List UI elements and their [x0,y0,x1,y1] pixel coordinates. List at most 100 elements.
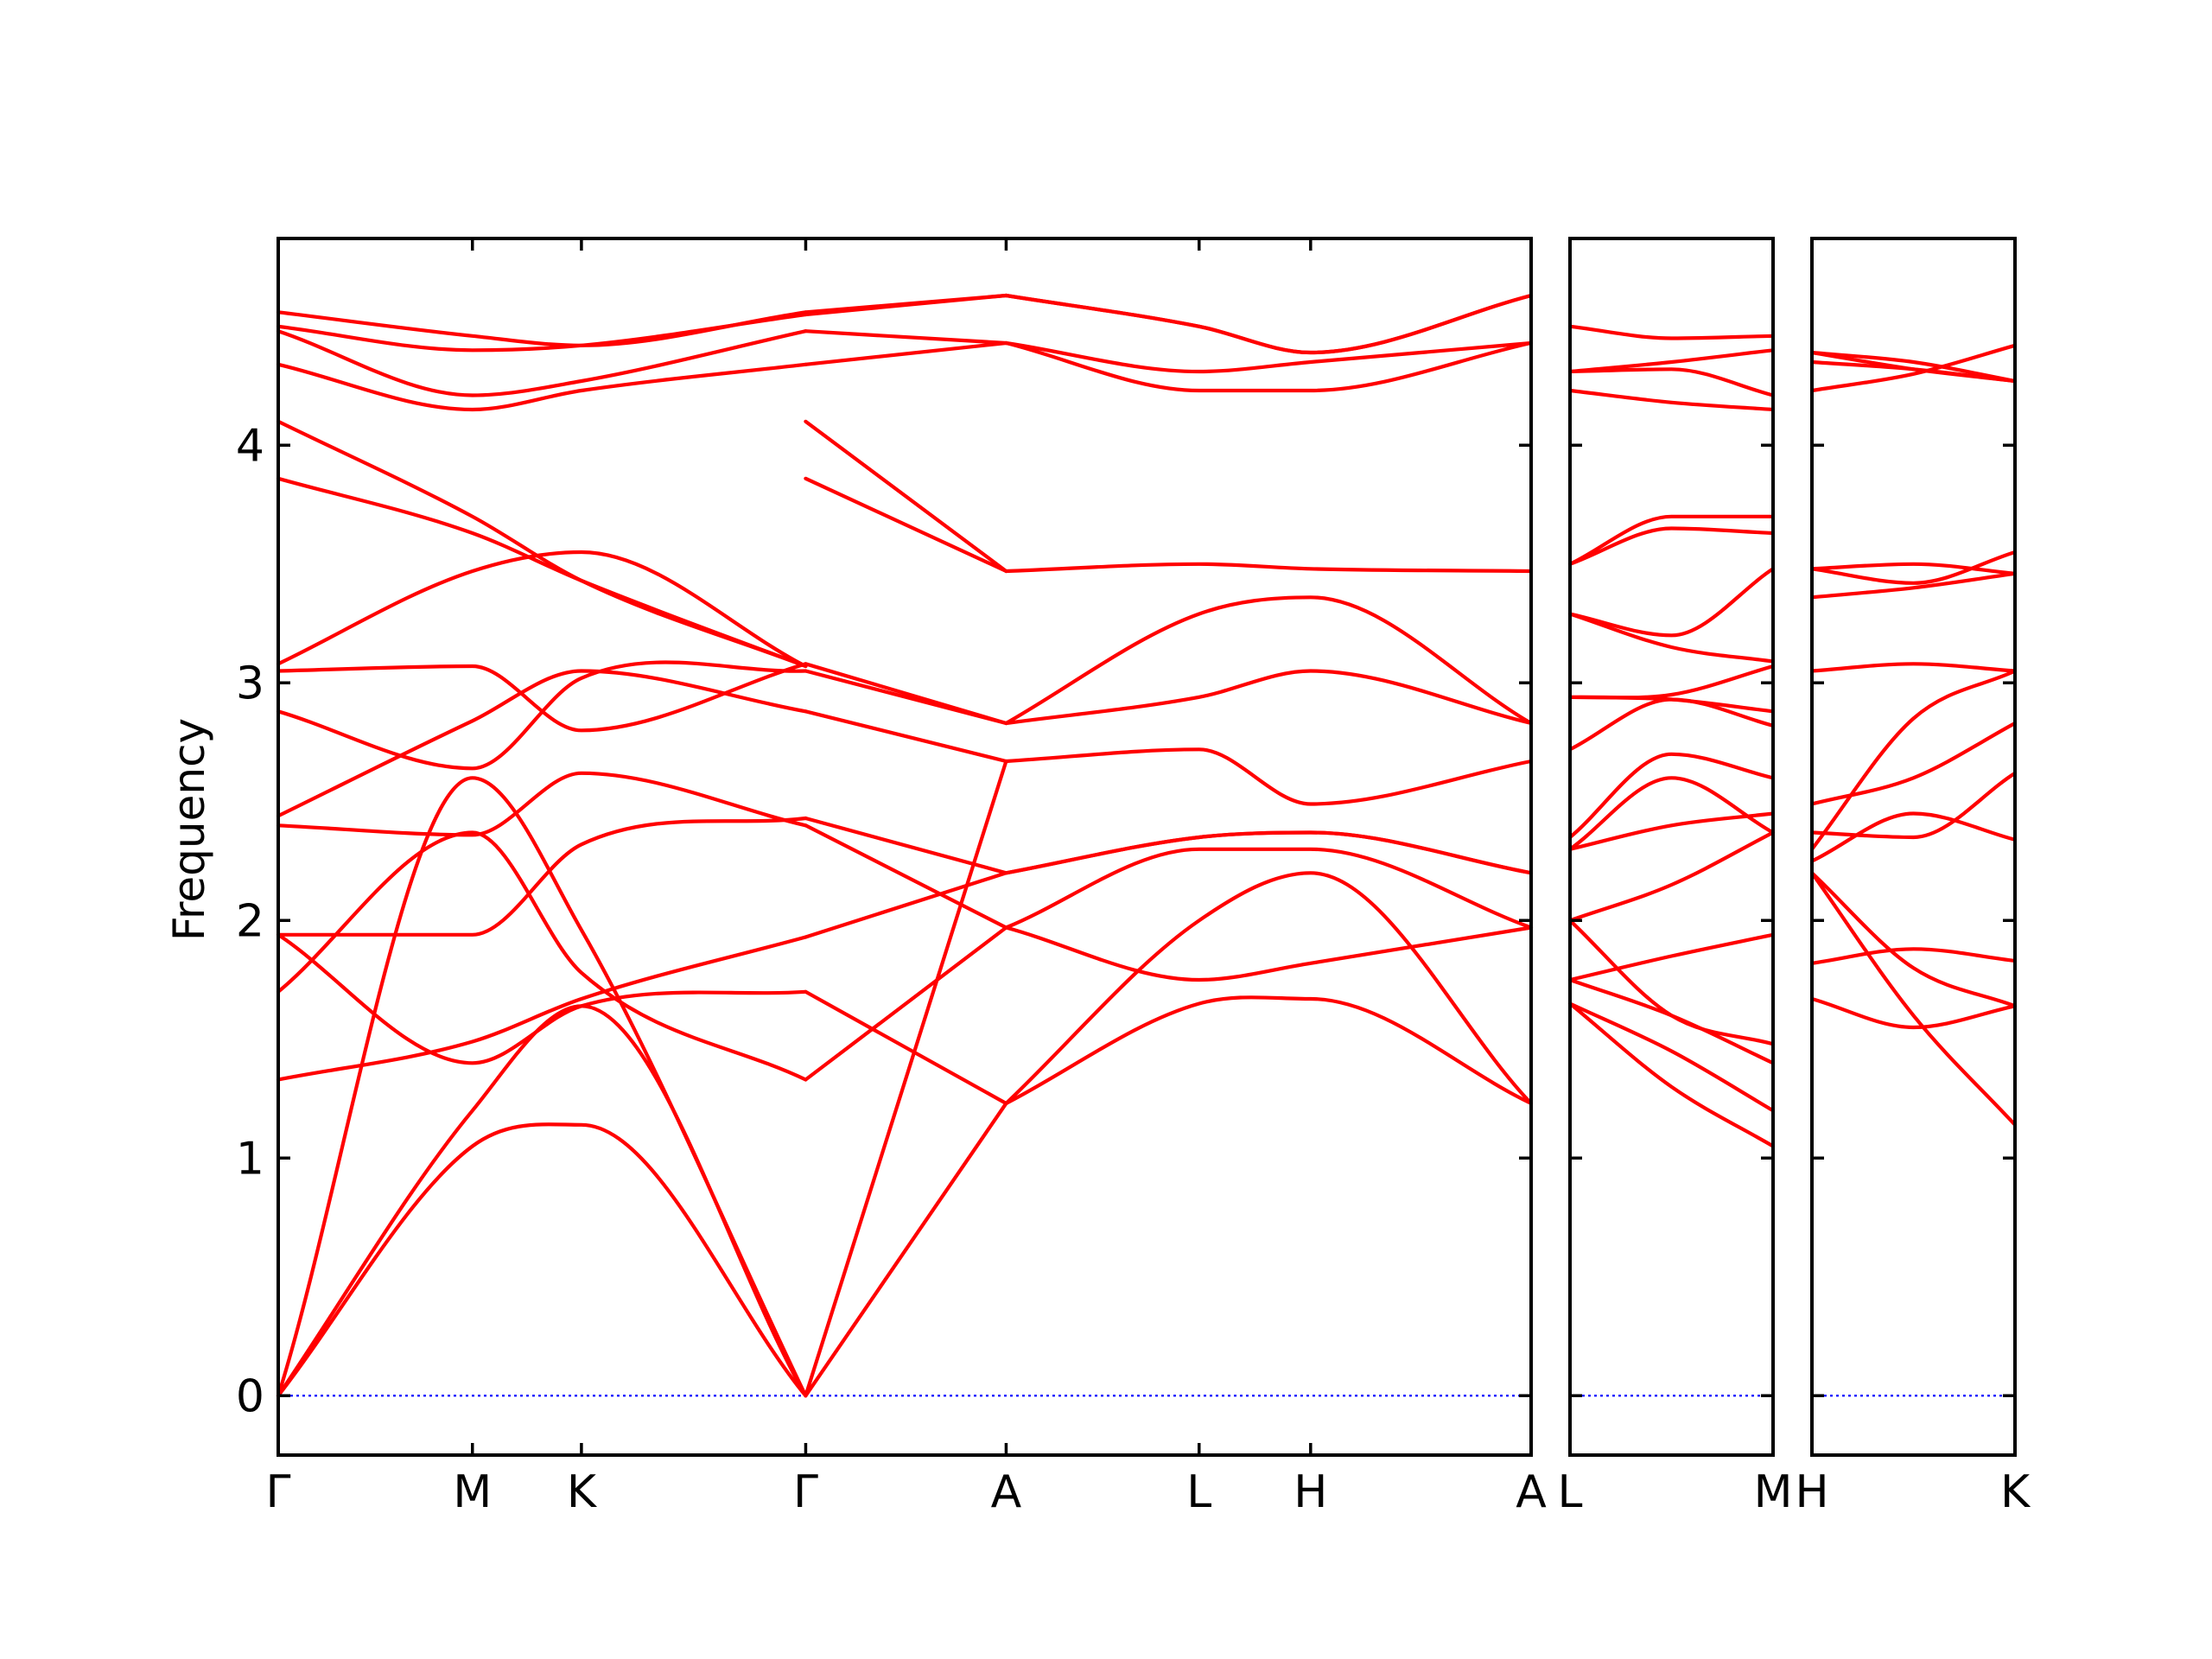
panel-main: Γ M K Γ A L H A 0 1 2 3 4 [236,237,1547,1518]
axes-frame [1810,237,2017,1457]
band-line [1004,830,1534,875]
band-line [276,329,808,397]
band-line [1809,771,2018,840]
band-line [1809,721,2018,806]
x-tick-label: Γ [266,1466,291,1518]
band-line [276,419,808,669]
band-line [276,660,808,771]
band-line [1567,612,1776,664]
band-line [1004,830,1534,875]
band-line [1809,871,2018,1127]
band-line [1567,752,1776,840]
y-tick-label: 3 [236,658,264,709]
band-line [276,771,808,837]
band-line [1809,562,2018,575]
x-tick-label: H [1795,1466,1828,1518]
band-line [276,932,808,1065]
band-line [276,830,808,1082]
x-tick-label: H [1294,1466,1327,1518]
band-line [804,293,1008,315]
axes-frame [276,237,1533,1457]
x-tick-label: A [1516,1466,1547,1518]
band-line [276,550,808,669]
band-line [276,1122,808,1398]
x-tick-label: M [1754,1466,1793,1518]
band-line [804,662,1008,726]
band-line [276,310,808,347]
band-line [804,329,1008,346]
band-line [1567,1001,1776,1113]
band-line [1004,925,1534,982]
band-line [1004,995,1534,1106]
band-line [276,776,808,1398]
band-line [1809,550,2018,585]
band-line [1567,526,1776,566]
band-line [1567,367,1776,397]
x-tick-label: L [1186,1466,1211,1518]
band-line [1567,324,1776,340]
band-line [804,925,1008,1082]
y-tick-label: 1 [236,1133,264,1185]
band-line [1809,947,2018,965]
band-line [1567,932,1776,982]
y-tick-label: 2 [236,895,264,947]
band-line [804,759,1008,1398]
band-line [1004,293,1534,355]
x-tick-label: Γ [793,1466,818,1518]
band-line [1809,571,2018,600]
band-line [276,816,808,937]
band-line [276,669,808,818]
band-line [1567,1001,1776,1148]
band-line [804,989,1008,1106]
band-line [1567,695,1776,714]
band-line [1004,847,1534,930]
band-line [1004,747,1534,806]
band-line [804,709,1008,764]
band-line [804,871,1008,939]
band-line [1567,776,1776,851]
band-line [276,935,808,1082]
band-line [1567,664,1776,700]
band-line [1567,348,1776,374]
band-line [1809,811,2018,863]
band-line [804,1101,1008,1398]
x-tick-label: L [1558,1466,1583,1518]
y-tick-label: 0 [236,1370,264,1422]
x-tick-label: A [991,1466,1022,1518]
band-line [804,476,1008,574]
band-line [1004,340,1534,374]
axes-frame [1568,237,1775,1457]
x-tick-label: M [453,1466,492,1518]
band-line [1809,669,2018,851]
band-line [1809,662,2018,673]
y-tick-label: 4 [236,420,264,472]
band-line [276,362,808,412]
band-line [804,340,1008,366]
band-line [1004,293,1534,355]
band-line [276,662,808,733]
band-line [1567,514,1776,566]
band-line [1567,388,1776,412]
band-line [1567,811,1776,851]
band-line [1567,830,1776,923]
band-line [1809,350,2018,384]
band-line [1004,340,1534,393]
band-line [804,823,1008,930]
band-line [1809,350,2018,384]
y-axis-label: Frequency [164,718,214,941]
band-line [1004,595,1534,726]
band-line [1004,871,1534,1106]
band-line [804,816,1008,875]
band-line [804,419,1008,574]
x-tick-label: K [2000,1466,2031,1518]
band-line [1567,567,1776,638]
band-line [1809,871,2018,1008]
band-line [1809,343,2018,393]
x-tick-label: K [567,1466,598,1518]
band-line [1567,918,1776,1046]
band-line [1809,996,2018,1030]
